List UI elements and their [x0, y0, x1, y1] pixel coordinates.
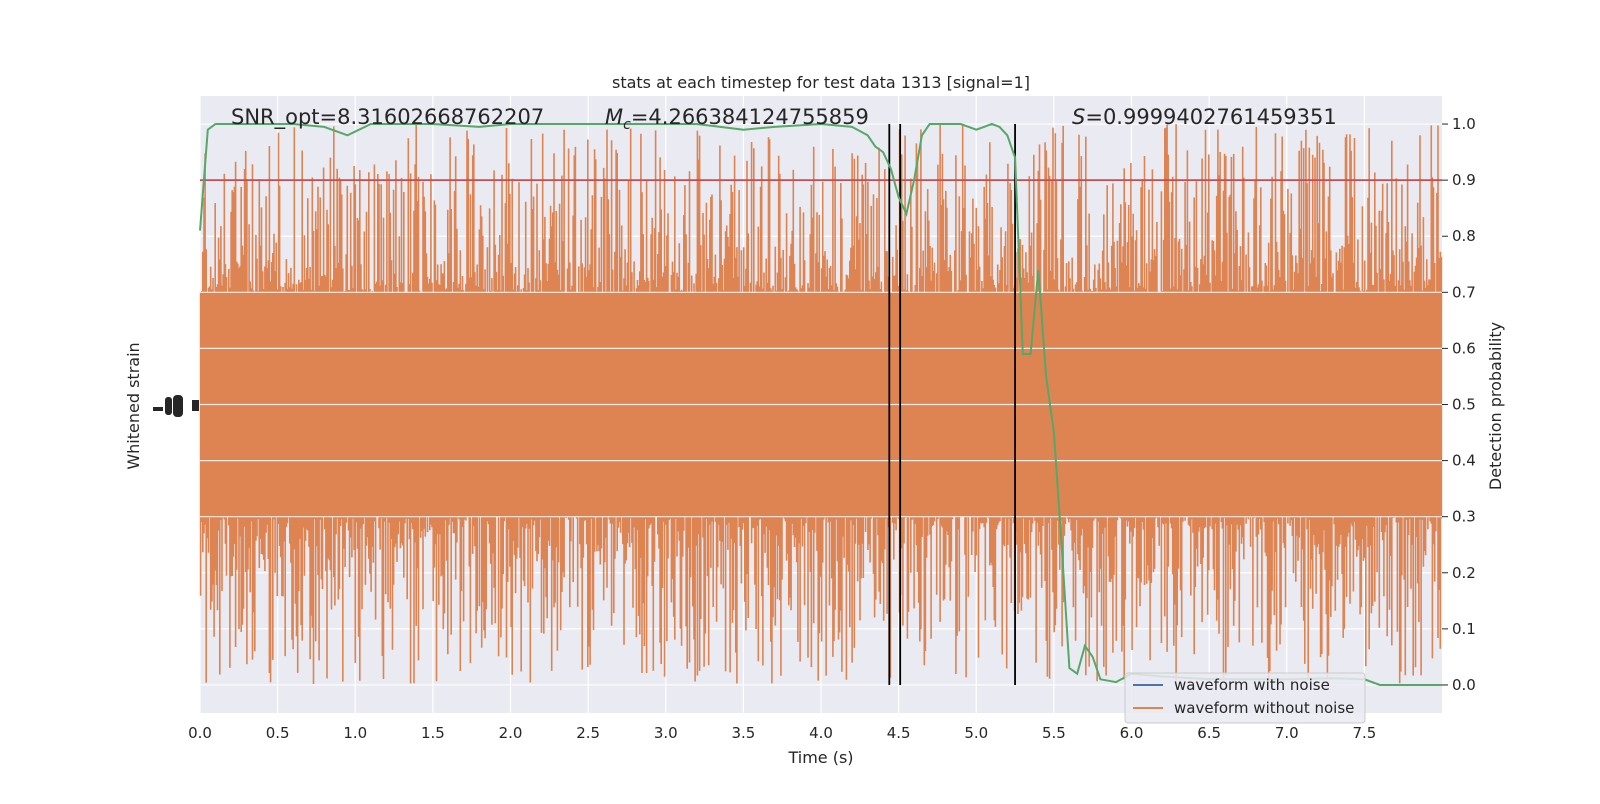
y2-tick-label: 0.7	[1452, 283, 1476, 301]
x-tick-label: 1.0	[343, 724, 367, 742]
s-annotation: S=0.9999402761459351	[1072, 105, 1337, 129]
overlays	[199, 122, 1442, 686]
mc-subscript: c	[623, 117, 631, 133]
x-tick-label: 6.0	[1120, 724, 1144, 742]
legend: waveform with noise waveform without noi…	[1124, 672, 1366, 724]
x-tick-label: 3.5	[731, 724, 755, 742]
y-axis-label-left: Whitened strain	[124, 342, 143, 469]
strain-waveform-line	[199, 124, 1443, 684]
y2-tick-label: 0.2	[1452, 564, 1476, 582]
s-symbol: S	[1072, 105, 1085, 129]
x-tick-label: 1.5	[421, 724, 445, 742]
y2-tick-label: 0.1	[1452, 620, 1476, 638]
y2-tick-label: 0.9	[1452, 171, 1476, 189]
x-tick-label: 0.0	[188, 724, 212, 742]
strain-series	[199, 124, 1443, 684]
x-tick-label: 6.5	[1197, 724, 1221, 742]
left-tick-blob	[153, 395, 199, 417]
y2-tick-label: 0.4	[1452, 452, 1476, 470]
y2-tick-label: 0.0	[1452, 676, 1476, 694]
s-value: =0.9999402761459351	[1085, 105, 1336, 129]
x-tick-label: 2.5	[576, 724, 600, 742]
mc-value: =4.266384124755859	[631, 105, 869, 129]
x-tick-label: 7.5	[1352, 724, 1376, 742]
x-tick-label: 4.5	[887, 724, 911, 742]
x-tick-label: 2.0	[499, 724, 523, 742]
x-axis-label: Time (s)	[787, 748, 853, 767]
detection-probability-line	[199, 122, 1442, 686]
y-axis-label-right: Detection probability	[1486, 322, 1505, 490]
legend-label-clean: waveform without noise	[1174, 699, 1354, 717]
y2-tick-label: 0.5	[1452, 396, 1476, 414]
x-tick-label: 5.0	[964, 724, 988, 742]
y2-tick-label: 0.6	[1452, 339, 1476, 357]
x-tick-label: 5.5	[1042, 724, 1066, 742]
chart-title: stats at each timestep for test data 131…	[612, 73, 1030, 92]
x-tick-label: 7.0	[1275, 724, 1299, 742]
mc-annotation: Mc=4.266384124755859	[605, 105, 869, 133]
ticks: 0.0 0.5 1.0 1.5 2.0 2.5 3.0 3.5 4.0 4.5 5.0 5.5 6.0 6…	[188, 115, 1476, 742]
x-tick-label: 4.0	[809, 724, 833, 742]
x-tick-label: 0.5	[266, 724, 290, 742]
snr-annotation: SNR_opt=8.31602668762207	[231, 105, 544, 130]
y2-tick-label: 0.8	[1452, 227, 1476, 245]
mc-symbol: M	[605, 105, 623, 129]
legend-box	[1124, 672, 1366, 724]
x-tick-label: 3.0	[654, 724, 678, 742]
y2-tick-label: 1.0	[1452, 115, 1476, 133]
legend-label-noise: waveform with noise	[1174, 676, 1330, 694]
y2-tick-label: 0.3	[1452, 508, 1476, 526]
